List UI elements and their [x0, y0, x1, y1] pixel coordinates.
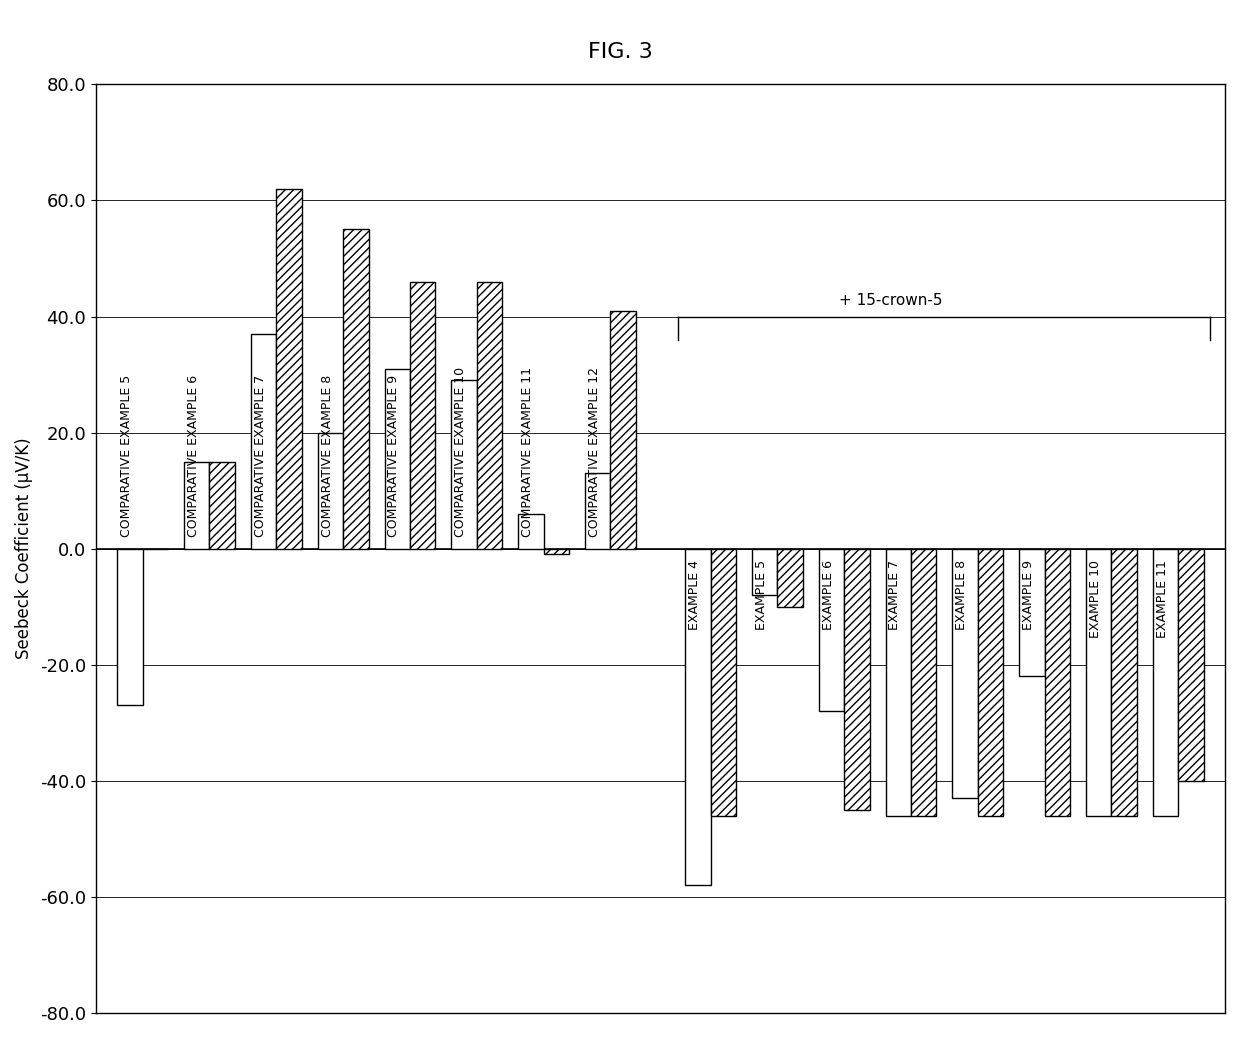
- Text: EXAMPLE 8: EXAMPLE 8: [955, 560, 968, 631]
- Text: EXAMPLE 10: EXAMPLE 10: [1089, 560, 1102, 638]
- Bar: [911, 549, 936, 816]
- Text: COMPARATIVE EXAMPLE 11: COMPARATIVE EXAMPLE 11: [521, 367, 534, 537]
- Bar: [952, 549, 978, 798]
- Text: EXAMPLE 7: EXAMPLE 7: [889, 560, 901, 631]
- Text: EXAMPLE 5: EXAMPLE 5: [755, 560, 768, 631]
- Text: COMPARATIVE EXAMPLE 9: COMPARATIVE EXAMPLE 9: [387, 375, 401, 537]
- Text: + 15-crown-5: + 15-crown-5: [839, 293, 942, 308]
- Bar: [1086, 549, 1111, 816]
- Bar: [343, 230, 368, 549]
- Bar: [1111, 549, 1137, 816]
- Bar: [118, 549, 143, 705]
- Bar: [184, 461, 210, 549]
- Bar: [384, 369, 410, 549]
- Bar: [250, 334, 277, 549]
- Y-axis label: Seebeck Coefficient (μV/K): Seebeck Coefficient (μV/K): [15, 437, 33, 660]
- Bar: [844, 549, 869, 809]
- Bar: [585, 473, 610, 549]
- Text: COMPARATIVE EXAMPLE 10: COMPARATIVE EXAMPLE 10: [454, 367, 467, 537]
- Bar: [410, 282, 435, 549]
- Bar: [317, 432, 343, 549]
- Text: COMPARATIVE EXAMPLE 12: COMPARATIVE EXAMPLE 12: [588, 367, 601, 537]
- Text: EXAMPLE 6: EXAMPLE 6: [822, 560, 835, 631]
- Bar: [711, 549, 737, 816]
- Text: COMPARATIVE EXAMPLE 5: COMPARATIVE EXAMPLE 5: [120, 375, 133, 537]
- Bar: [210, 461, 234, 549]
- Bar: [1153, 549, 1178, 816]
- Bar: [277, 189, 301, 549]
- Bar: [1044, 549, 1070, 816]
- Bar: [451, 380, 476, 549]
- Text: COMPARATIVE EXAMPLE 7: COMPARATIVE EXAMPLE 7: [254, 375, 267, 537]
- Bar: [885, 549, 911, 816]
- Text: EXAMPLE 9: EXAMPLE 9: [1022, 560, 1035, 631]
- Text: EXAMPLE 11: EXAMPLE 11: [1156, 560, 1168, 638]
- Bar: [686, 549, 711, 885]
- Text: EXAMPLE 4: EXAMPLE 4: [688, 560, 701, 631]
- Bar: [518, 514, 543, 549]
- Bar: [978, 549, 1003, 816]
- Text: COMPARATIVE EXAMPLE 6: COMPARATIVE EXAMPLE 6: [187, 375, 200, 537]
- Bar: [818, 549, 844, 711]
- Bar: [777, 549, 802, 607]
- Bar: [1019, 549, 1044, 676]
- Text: FIG. 3: FIG. 3: [588, 42, 652, 61]
- Bar: [476, 282, 502, 549]
- Text: COMPARATIVE EXAMPLE 8: COMPARATIVE EXAMPLE 8: [321, 375, 334, 537]
- Bar: [543, 549, 569, 555]
- Bar: [610, 311, 636, 549]
- Bar: [751, 549, 777, 595]
- Bar: [1178, 549, 1204, 781]
